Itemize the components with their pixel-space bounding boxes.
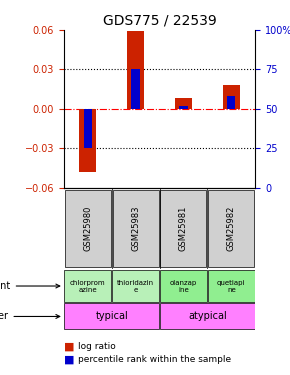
- Bar: [84, 109, 92, 148]
- FancyBboxPatch shape: [208, 189, 254, 267]
- Text: typical: typical: [95, 312, 128, 321]
- Text: GSM25982: GSM25982: [227, 206, 236, 251]
- FancyBboxPatch shape: [160, 189, 206, 267]
- Text: log ratio: log ratio: [78, 342, 116, 351]
- Text: ■: ■: [64, 342, 74, 352]
- FancyBboxPatch shape: [113, 189, 159, 267]
- FancyBboxPatch shape: [112, 270, 159, 302]
- Bar: [179, 106, 188, 109]
- Bar: [175, 98, 192, 109]
- Text: GSM25981: GSM25981: [179, 206, 188, 251]
- Bar: [223, 85, 240, 109]
- Text: other: other: [0, 312, 60, 321]
- Text: quetiapi
ne: quetiapi ne: [217, 279, 246, 292]
- FancyBboxPatch shape: [160, 270, 207, 302]
- Bar: [227, 96, 235, 109]
- Text: olanzap
ine: olanzap ine: [170, 279, 197, 292]
- Title: GDS775 / 22539: GDS775 / 22539: [103, 13, 216, 27]
- Text: chlorprom
azine: chlorprom azine: [70, 279, 106, 292]
- Text: agent: agent: [0, 281, 60, 291]
- FancyBboxPatch shape: [64, 270, 111, 302]
- Text: ■: ■: [64, 355, 74, 365]
- Text: percentile rank within the sample: percentile rank within the sample: [78, 356, 231, 364]
- FancyBboxPatch shape: [65, 189, 111, 267]
- Text: GSM25980: GSM25980: [83, 206, 92, 251]
- Bar: [127, 32, 144, 109]
- FancyBboxPatch shape: [160, 303, 255, 330]
- Text: GSM25983: GSM25983: [131, 206, 140, 251]
- Text: thioridazin
e: thioridazin e: [117, 279, 154, 292]
- FancyBboxPatch shape: [208, 270, 255, 302]
- Text: atypical: atypical: [188, 312, 227, 321]
- Bar: [79, 109, 96, 172]
- FancyBboxPatch shape: [64, 303, 159, 330]
- Bar: [131, 69, 140, 109]
